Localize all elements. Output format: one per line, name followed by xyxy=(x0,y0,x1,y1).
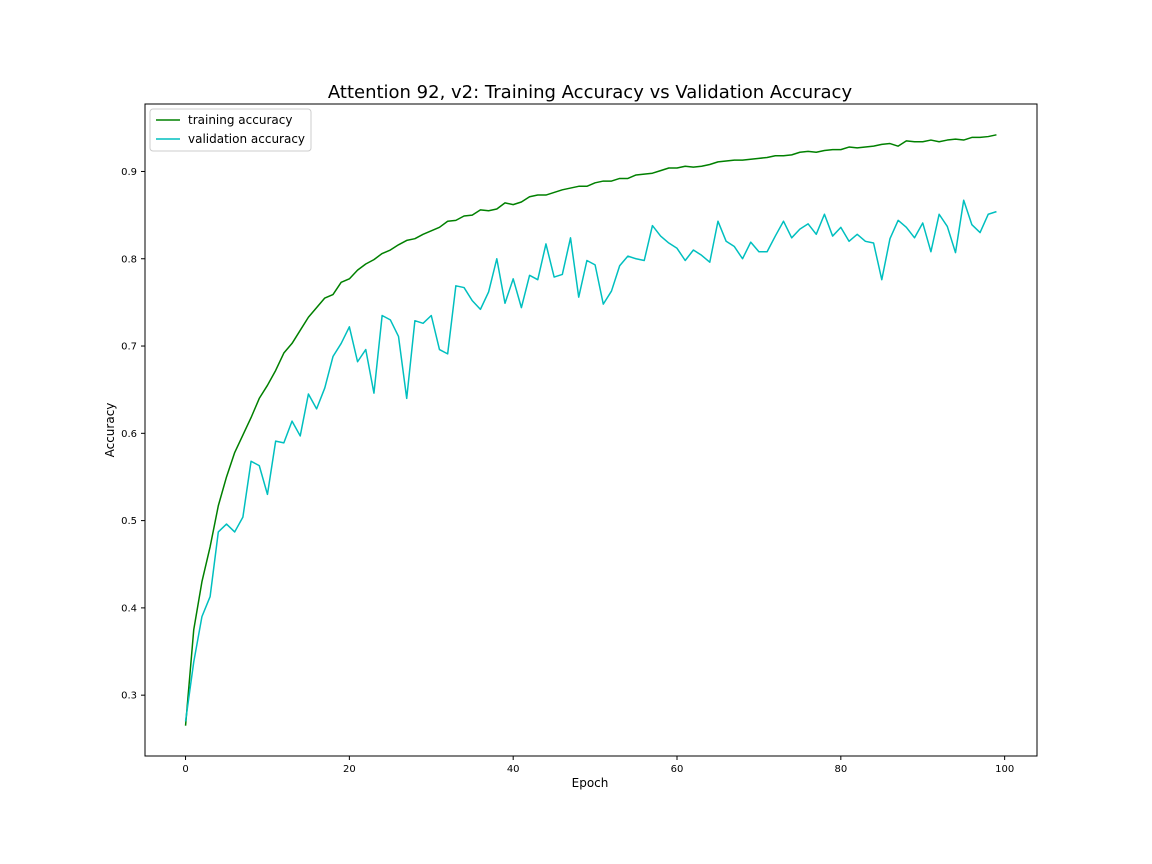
x-axis-label: Epoch xyxy=(572,776,609,790)
legend-box xyxy=(149,108,312,152)
x-tick-label: 100 xyxy=(995,764,1014,775)
plot-frame xyxy=(144,103,1038,757)
y-tick-label: 0.8 xyxy=(121,254,137,265)
legend: training accuracy validation accuracy xyxy=(149,108,312,152)
x-axis-ticks: 0 20 40 60 80 100 xyxy=(182,756,1014,775)
y-tick-label: 0.6 xyxy=(121,429,137,440)
y-tick-label: 0.9 xyxy=(121,167,137,178)
x-tick-label: 20 xyxy=(343,764,356,775)
training-accuracy-line xyxy=(184,134,997,726)
x-tick-label: 80 xyxy=(834,764,847,775)
y-axis-ticks: 0.3 0.4 0.5 0.6 0.7 0.8 0.9 xyxy=(121,167,145,702)
x-tick-label: 40 xyxy=(507,764,520,775)
y-tick-label: 0.4 xyxy=(121,603,137,614)
legend-label-training: training accuracy xyxy=(188,113,292,127)
x-tick-label: 0 xyxy=(182,764,188,775)
y-tick-label: 0.3 xyxy=(121,691,137,702)
validation-accuracy-line xyxy=(184,199,997,722)
x-tick-label: 60 xyxy=(671,764,684,775)
y-tick-label: 0.7 xyxy=(121,342,137,353)
plot-lines xyxy=(184,134,997,726)
chart-title: Attention 92, v2: Training Accuracy vs V… xyxy=(328,82,853,103)
legend-label-validation: validation accuracy xyxy=(188,132,305,146)
y-tick-label: 0.5 xyxy=(121,516,137,527)
y-axis-label: Accuracy xyxy=(103,403,117,458)
